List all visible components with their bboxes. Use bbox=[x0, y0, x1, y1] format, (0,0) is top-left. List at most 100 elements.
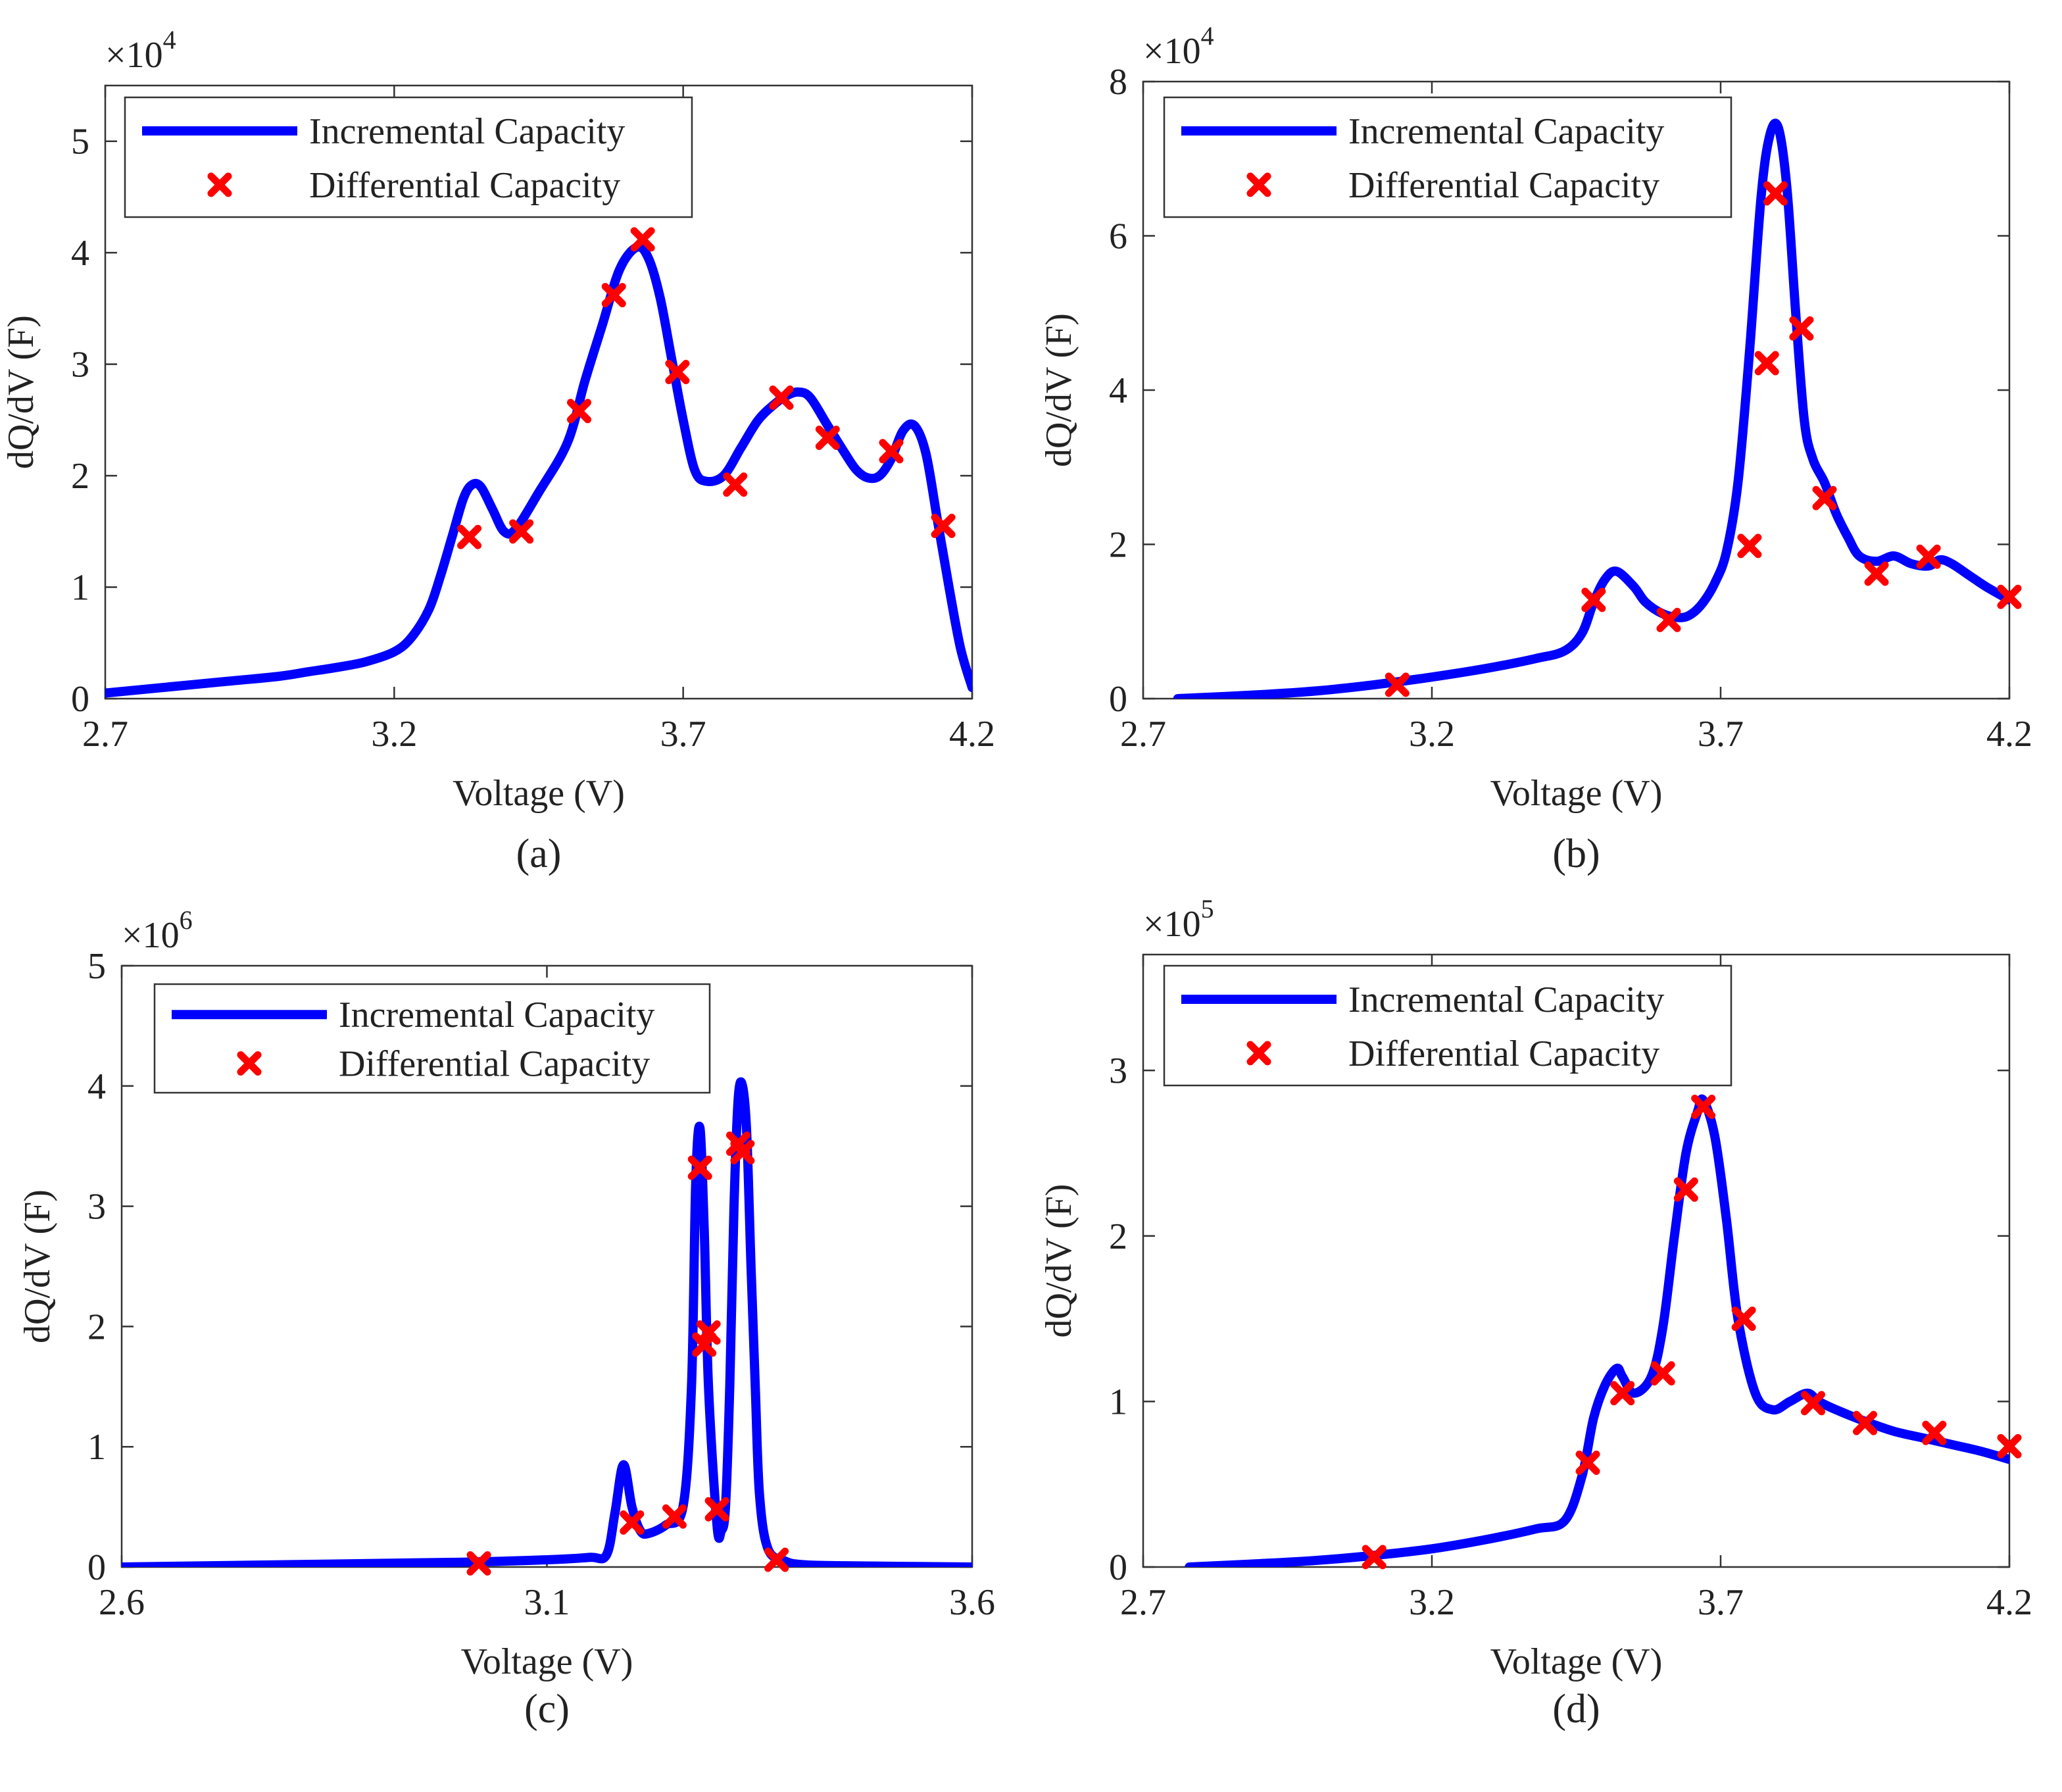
incremental-capacity-line bbox=[122, 1077, 972, 1567]
x-tick-label: 3.1 bbox=[524, 1582, 570, 1623]
x-axis-title: Voltage (V) bbox=[1490, 773, 1663, 814]
differential-capacity-marker bbox=[1656, 607, 1681, 632]
x-axis-title: Voltage (V) bbox=[453, 773, 625, 814]
y-tick-label: 2 bbox=[71, 456, 89, 497]
y-exponent-label: ×105 bbox=[1143, 894, 1214, 945]
differential-capacity-marker bbox=[1610, 1381, 1635, 1406]
legend-box bbox=[124, 96, 693, 218]
y-tick-label: 3 bbox=[1109, 1051, 1127, 1091]
differential-capacity-marker bbox=[1864, 561, 1889, 586]
x-axis-title: Voltage (V) bbox=[461, 1641, 633, 1682]
y-tick-label: 1 bbox=[71, 568, 89, 609]
x-tick-label: 2.7 bbox=[1120, 714, 1166, 755]
panel-c: 2.6 3.1 3.6 0 1 2 3 4 5 ×106 Voltage (V) dQ/dV (F) (… bbox=[17, 905, 995, 1731]
legend-marker-swatch bbox=[1246, 1041, 1271, 1066]
differential-capacity-marker bbox=[1581, 587, 1606, 612]
differential-capacity-marker bbox=[466, 1551, 491, 1576]
y-tick-label: 2 bbox=[1109, 1216, 1127, 1257]
y-tick-label: 0 bbox=[1109, 679, 1127, 720]
differential-capacity-marker bbox=[630, 227, 655, 252]
differential-capacity-marker bbox=[1731, 1307, 1756, 1332]
y-tick-label: 0 bbox=[71, 679, 89, 720]
differential-capacity-marker bbox=[730, 1139, 755, 1164]
differential-capacity-marker bbox=[696, 1320, 721, 1345]
legend-label-incremental: Incremental Capacity bbox=[1348, 111, 1664, 152]
y-tick-label: 3 bbox=[71, 345, 89, 386]
y-tick-label: 4 bbox=[87, 1066, 106, 1107]
x-tick-label: 3.7 bbox=[1698, 1582, 1744, 1623]
legend: Incremental Capacity Differential Capacit… bbox=[1163, 964, 1732, 1087]
differential-capacity-marker bbox=[665, 359, 690, 384]
legend-marker-swatch bbox=[207, 172, 232, 197]
differential-capacity-marker bbox=[723, 472, 748, 497]
differential-capacity-marker bbox=[931, 513, 956, 538]
y-tick-label: 6 bbox=[1109, 216, 1127, 257]
differential-capacity-marker bbox=[567, 399, 592, 424]
x-tick-label: 3.2 bbox=[1409, 1582, 1455, 1623]
differential-capacity-marker bbox=[1922, 1420, 1947, 1445]
legend-marker-swatch bbox=[1246, 172, 1271, 197]
legend: Incremental Capacity Differential Capacit… bbox=[124, 96, 693, 218]
y-tick-label: 3 bbox=[87, 1187, 106, 1228]
y-exponent-label: ×106 bbox=[122, 905, 193, 956]
differential-capacity-marker bbox=[509, 519, 534, 544]
differential-capacity-marker bbox=[662, 1504, 687, 1529]
panel-label: (a) bbox=[516, 832, 562, 876]
y-tick-label: 0 bbox=[87, 1547, 106, 1588]
differential-capacity-marker bbox=[1812, 485, 1837, 510]
legend-label-differential: Differential Capacity bbox=[1348, 1033, 1659, 1074]
differential-capacity-marker bbox=[1997, 584, 2022, 609]
differential-capacity-marker bbox=[1650, 1361, 1675, 1386]
y-tick-label: 2 bbox=[87, 1307, 106, 1347]
y-tick-label: 4 bbox=[71, 233, 89, 274]
y-exponent-label: ×104 bbox=[105, 25, 176, 76]
y-tick-label: 5 bbox=[71, 122, 89, 162]
x-tick-label: 4.2 bbox=[949, 714, 995, 755]
axes-frame bbox=[1142, 953, 2011, 1568]
differential-capacity-marker bbox=[1691, 1094, 1716, 1119]
differential-capacity-marker bbox=[1763, 181, 1788, 206]
legend-box bbox=[1163, 964, 1732, 1087]
y-tick-label: 0 bbox=[1109, 1547, 1127, 1588]
legend-label-incremental: Incremental Capacity bbox=[309, 111, 625, 152]
y-tick-label: 5 bbox=[87, 946, 106, 987]
differential-capacity-marker bbox=[620, 1510, 645, 1535]
panel-a: 2.7 3.2 3.7 4.2 0 1 2 3 4 5 ×104 Voltage (V) dQ/dV (… bbox=[1, 25, 995, 876]
y-axis-title: dQ/dV (F) bbox=[17, 1189, 58, 1343]
x-tick-label: 4.2 bbox=[1986, 714, 2032, 755]
incremental-capacity-line bbox=[1173, 118, 2009, 699]
x-tick-label: 3.2 bbox=[371, 714, 417, 755]
legend-label-incremental: Incremental Capacity bbox=[1348, 980, 1664, 1020]
y-axis-title: dQ/dV (F) bbox=[1039, 1184, 1079, 1338]
legend-label-differential: Differential Capacity bbox=[1348, 165, 1659, 206]
differential-capacity-marker bbox=[1916, 544, 1941, 569]
x-tick-label: 3.7 bbox=[660, 714, 706, 755]
differential-capacity-marker bbox=[1575, 1450, 1600, 1475]
legend-label-differential: Differential Capacity bbox=[309, 165, 620, 206]
differential-capacity-marker bbox=[1385, 672, 1410, 697]
y-axis-title: dQ/dV (F) bbox=[1039, 313, 1079, 467]
differential-capacity-marker bbox=[704, 1497, 729, 1522]
y-tick-label: 2 bbox=[1109, 525, 1127, 566]
panel-label: (d) bbox=[1552, 1687, 1600, 1731]
differential-capacity-marker bbox=[769, 385, 794, 410]
panel-label: (c) bbox=[524, 1687, 570, 1731]
y-tick-label: 8 bbox=[1109, 62, 1127, 103]
x-tick-label: 4.2 bbox=[1986, 1582, 2032, 1623]
axes-frame bbox=[104, 84, 973, 700]
legend: Incremental Capacity Differential Capacit… bbox=[153, 983, 711, 1094]
differential-capacity-marker bbox=[1737, 534, 1762, 559]
differential-capacity-marker bbox=[687, 1155, 712, 1180]
y-tick-label: 4 bbox=[1109, 370, 1127, 411]
x-tick-label: 3.2 bbox=[1409, 714, 1455, 755]
x-tick-label: 2.7 bbox=[82, 714, 128, 755]
differential-capacity-marker bbox=[1362, 1545, 1387, 1570]
legend-box bbox=[153, 983, 711, 1094]
differential-capacity-marker bbox=[879, 439, 904, 464]
legend-marker-swatch bbox=[237, 1051, 262, 1076]
y-tick-label: 1 bbox=[1109, 1381, 1127, 1422]
x-axis-title: Voltage (V) bbox=[1490, 1641, 1663, 1682]
panel-label: (b) bbox=[1552, 832, 1600, 876]
differential-capacity-marker bbox=[1800, 1391, 1825, 1416]
